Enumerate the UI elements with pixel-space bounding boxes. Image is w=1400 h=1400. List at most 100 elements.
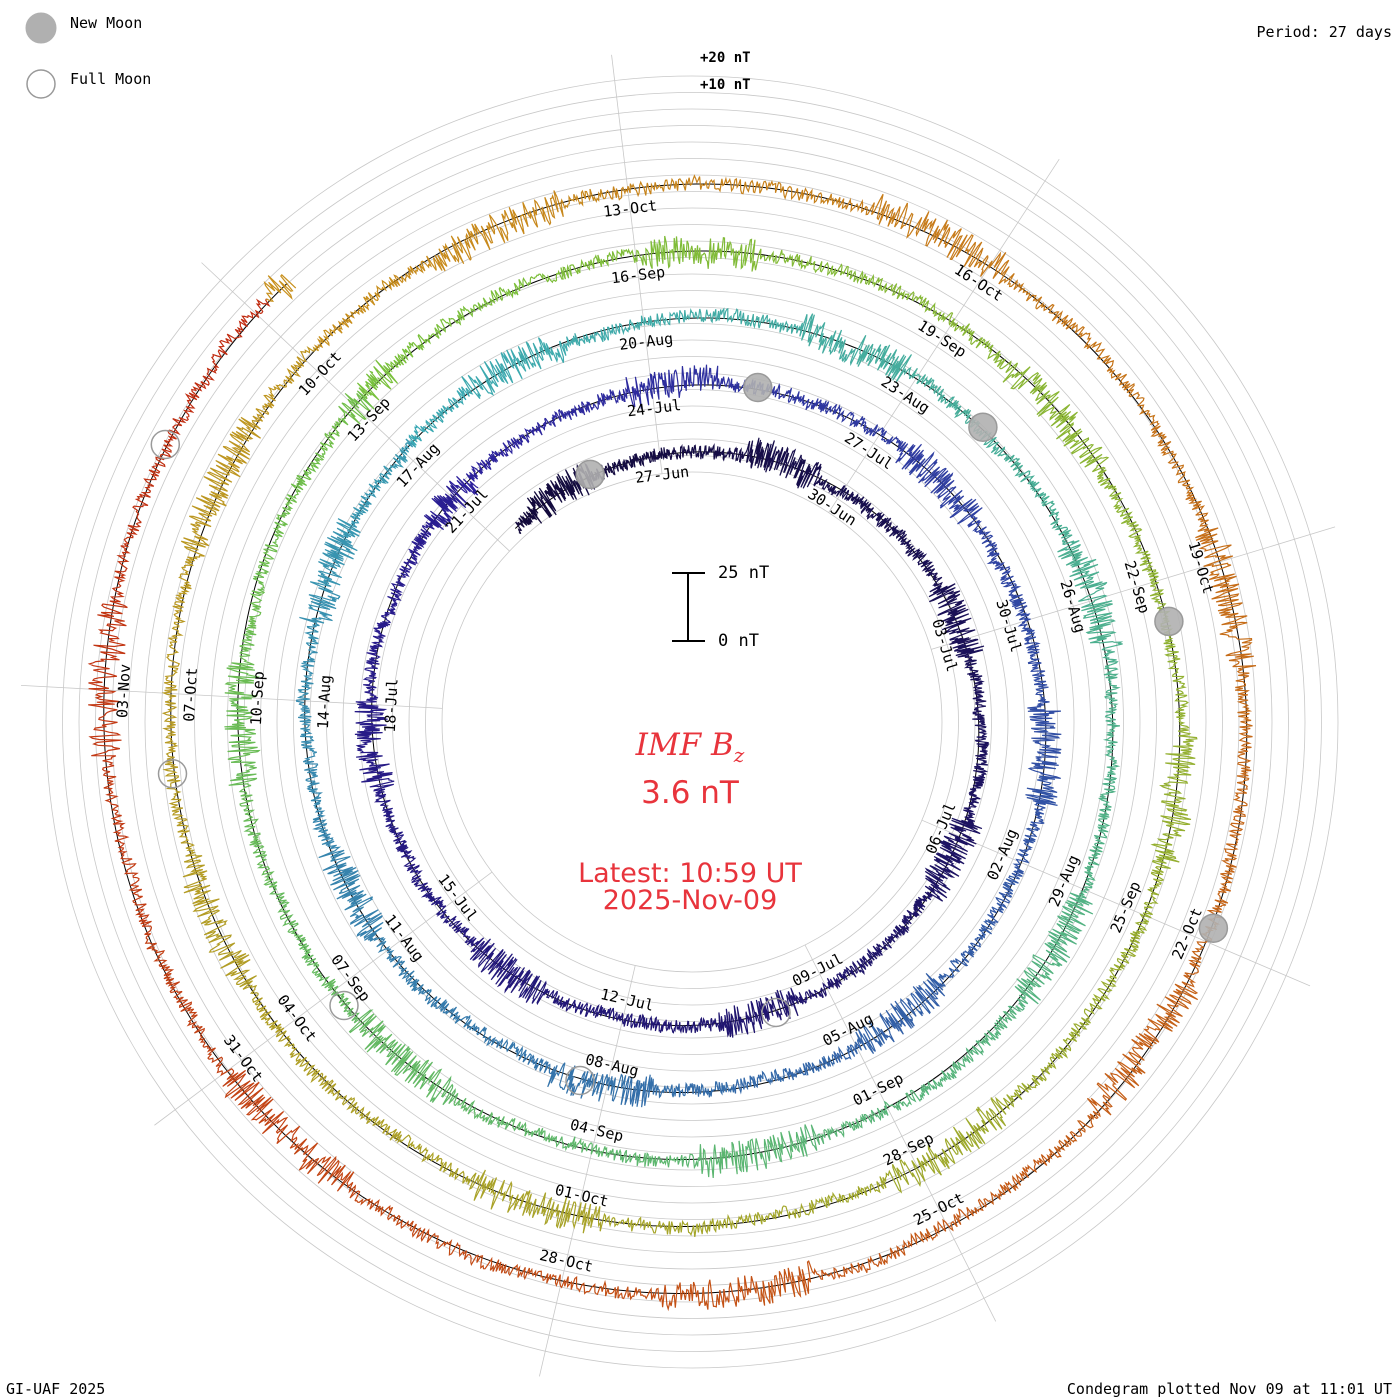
trace-segment (413, 878, 447, 920)
trace-segment (356, 370, 382, 401)
trace-segment (1127, 521, 1159, 589)
date-label: 03-Nov (113, 663, 134, 718)
trace-segment (109, 521, 142, 606)
trace-segment (295, 699, 318, 756)
trace-segment (508, 1263, 590, 1295)
trace-segment (538, 469, 584, 516)
radial-gridline (201, 262, 510, 552)
trace-segment (215, 405, 270, 478)
trace-segment (528, 1192, 602, 1234)
current-value: 3.6 nT (641, 775, 739, 811)
trace-segment (974, 724, 990, 768)
grid-ring (95, 125, 1289, 1319)
trace-segment (551, 990, 595, 1017)
trace-segment (948, 312, 1004, 368)
trace-segment (373, 438, 417, 492)
radial-gridline (154, 871, 493, 1126)
trace-segment (909, 367, 962, 415)
trace-segment (685, 307, 746, 325)
trace-segment (1055, 993, 1106, 1059)
trace-segment (456, 201, 536, 261)
trace-segment (674, 1213, 749, 1237)
chart-title-main: IMF B (635, 727, 734, 763)
trace-segment (910, 1198, 987, 1246)
trace-segment (243, 826, 278, 889)
trace-segment (1093, 787, 1117, 850)
trace-segment (681, 1012, 727, 1034)
trace-segment (613, 1148, 679, 1168)
trace-segment (843, 945, 883, 978)
radial-gridline (539, 965, 636, 1377)
trace-segment (163, 615, 186, 693)
trace-segment (120, 856, 153, 939)
trace-segment (408, 424, 429, 448)
trace-segment (431, 1232, 510, 1274)
trace-segment (1167, 655, 1189, 728)
trace-segment (885, 1138, 956, 1194)
new-moon-marker (1154, 606, 1184, 637)
grid-ring (392, 422, 992, 1022)
grid-ring (260, 290, 1124, 1154)
trace-segment (649, 443, 689, 464)
grid-ring (161, 191, 1223, 1253)
trace-segment (937, 599, 979, 645)
series-trace (295, 364, 1062, 1108)
trace-segment (1007, 954, 1055, 1016)
trace-segment (945, 1096, 1011, 1156)
trace-segment (336, 483, 381, 538)
trace-segment (724, 997, 770, 1038)
trace-segment (593, 1003, 639, 1029)
trace-segment (860, 1089, 922, 1125)
trace-segment (166, 367, 217, 443)
trace-segment (799, 1118, 863, 1157)
trace-segment (132, 439, 174, 523)
trace-segment (755, 1260, 836, 1306)
trace-segment (987, 875, 1020, 925)
grid-ring (276, 306, 1108, 1138)
date-label: 13-Sep (344, 393, 394, 445)
trace-segment (1185, 493, 1233, 573)
date-label: 14-Aug (314, 674, 335, 729)
trace-segment (88, 687, 122, 775)
trace-segment (1048, 1094, 1113, 1159)
trace-segment (732, 1068, 785, 1095)
trace-segment (183, 467, 233, 547)
trace-segment (1027, 724, 1062, 779)
trace-segment (588, 1279, 674, 1312)
date-label: 07-Oct (180, 667, 201, 722)
trace-segment (1102, 725, 1121, 788)
trace-segment (285, 446, 326, 505)
trace-segment (423, 386, 470, 433)
trace-segment (592, 376, 642, 411)
trace-segment (449, 475, 479, 496)
new-moon-marker (743, 372, 773, 403)
trace-segment (684, 236, 756, 270)
date-label: 13-Oct (602, 196, 658, 220)
trace-segment (738, 1130, 805, 1173)
grid-ring (128, 158, 1256, 1286)
new-moon-legend-label: New Moon (70, 14, 143, 32)
trace-segment (805, 971, 848, 1000)
trace-segment (401, 524, 432, 571)
trace-segment (1150, 422, 1195, 497)
date-label: 19-Oct (1185, 539, 1218, 596)
grid-ring (111, 141, 1273, 1303)
trace-segment (283, 1038, 341, 1097)
trace-segment (835, 485, 875, 519)
series-trace (161, 235, 1198, 1237)
trace-segment (686, 364, 736, 393)
trace-segment (972, 682, 987, 726)
grid-ring (177, 207, 1207, 1237)
trace-segment (636, 1013, 683, 1034)
grid-ring (227, 257, 1157, 1187)
trace-segment (426, 996, 478, 1032)
trace-segment (1158, 726, 1198, 800)
grid-ring (293, 323, 1091, 1121)
trace-segment (87, 603, 128, 689)
trace-segment (1132, 865, 1165, 935)
trace-segment (747, 1198, 819, 1226)
date-label: 23-Aug (878, 373, 933, 418)
trace-segment (866, 511, 908, 542)
trace-segment (997, 453, 1047, 498)
